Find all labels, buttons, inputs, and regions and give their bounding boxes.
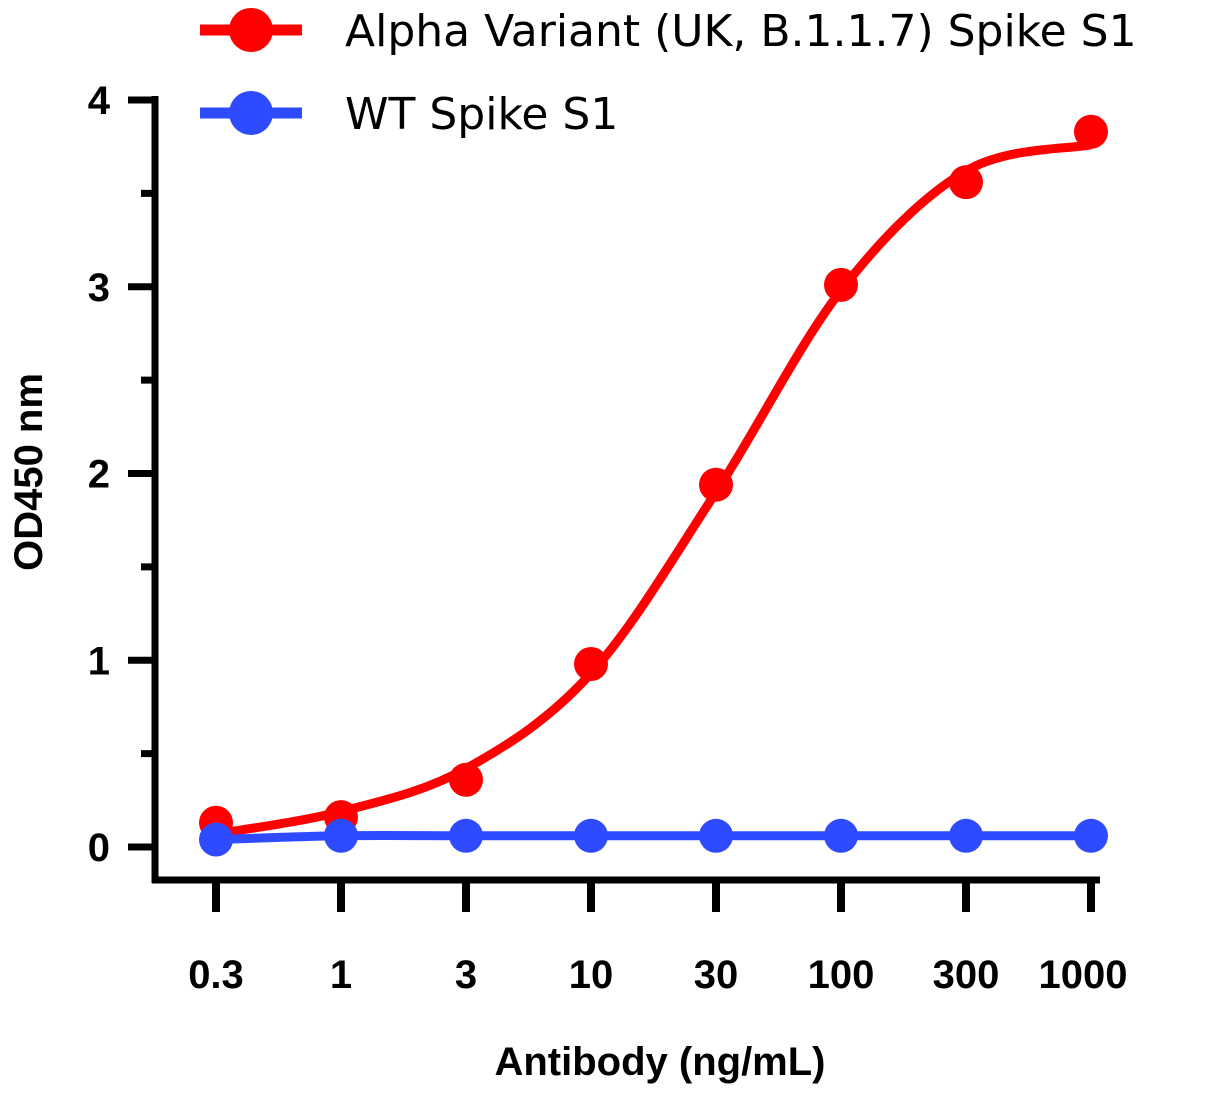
series-layer	[199, 114, 1108, 857]
legend-item: Alpha Variant (UK, B.1.1.7) Spike S1	[200, 6, 1137, 57]
legend-label: WT Spike S1	[345, 89, 618, 140]
fit-curve	[215, 140, 1092, 839]
data-point	[1074, 114, 1108, 149]
data-point	[699, 467, 733, 502]
x-tick-label: 0.3	[188, 953, 244, 997]
legend: Alpha Variant (UK, B.1.1.7) Spike S1 WT S…	[200, 6, 1137, 140]
legend-item: WT Spike S1	[200, 89, 618, 140]
x-tick-label: 30	[694, 953, 739, 997]
data-point	[574, 818, 608, 853]
x-tick-label: 1	[330, 953, 352, 997]
y-axis-title: OD450 nm	[7, 373, 51, 571]
data-point	[949, 165, 983, 200]
data-point	[1074, 818, 1108, 853]
legend-label: Alpha Variant (UK, B.1.1.7) Spike S1	[345, 6, 1137, 57]
x-axis-title: Antibody (ng/mL)	[494, 1040, 825, 1084]
y-tick-label: 4	[88, 79, 111, 123]
axes: 0 1 2 3 4 0.3 1 3 10 30 100 300 1000	[88, 79, 1128, 997]
data-point	[824, 818, 858, 853]
data-point	[699, 818, 733, 853]
x-tick-label: 100	[808, 953, 875, 997]
data-point	[449, 818, 483, 853]
data-point	[199, 822, 233, 857]
x-tick-label: 300	[933, 953, 1000, 997]
data-point	[824, 267, 858, 302]
x-tick-label: 10	[569, 953, 614, 997]
series-1	[199, 818, 1108, 857]
series-0	[199, 114, 1108, 840]
data-point	[949, 818, 983, 853]
data-point	[574, 646, 608, 681]
x-tick-label: 3	[455, 953, 477, 997]
legend-marker	[229, 8, 273, 52]
y-tick-label: 0	[88, 826, 110, 870]
y-tick-label: 3	[88, 266, 110, 310]
data-point	[324, 818, 358, 853]
y-tick-label: 2	[88, 453, 110, 497]
y-tick-label: 1	[88, 639, 110, 683]
x-tick-label: 1000	[1039, 953, 1128, 997]
legend-marker	[229, 91, 273, 135]
data-point	[449, 762, 483, 797]
